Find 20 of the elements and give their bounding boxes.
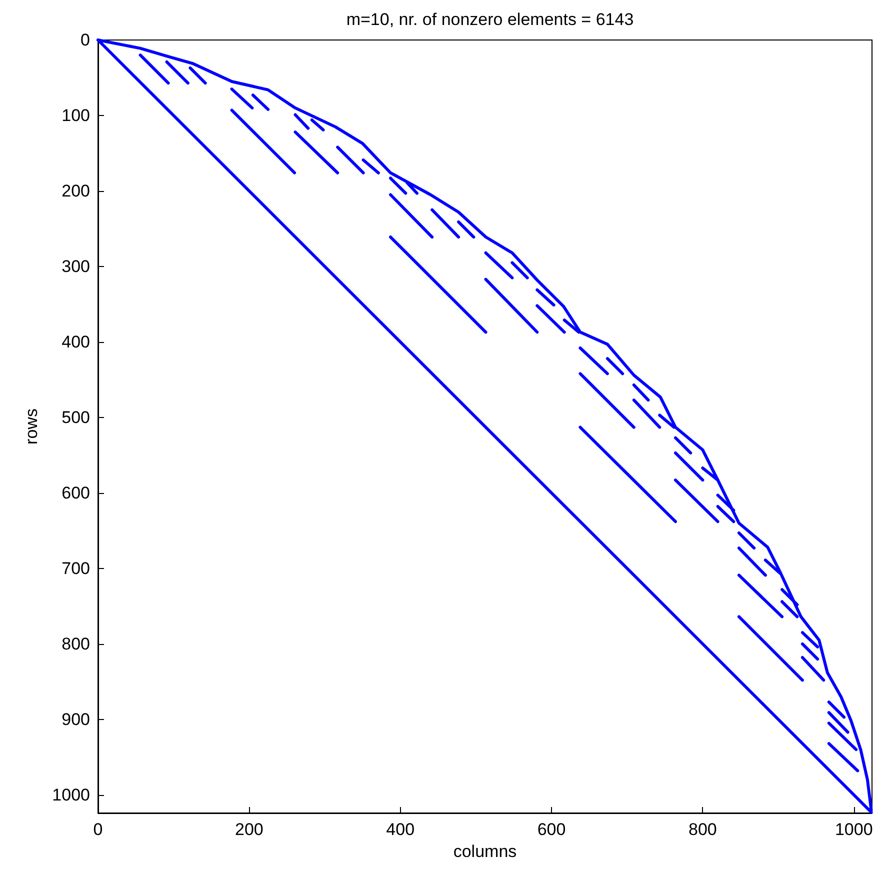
y-tick-label: 600 xyxy=(62,483,90,502)
y-tick-label: 0 xyxy=(80,30,90,50)
x-axis-title: columns xyxy=(453,842,517,861)
x-tick-label: 0 xyxy=(93,820,103,839)
x-tick-label: 600 xyxy=(537,820,566,839)
y-tick-label: 800 xyxy=(62,634,90,654)
y-tick-label: 300 xyxy=(62,256,90,276)
x-tick-label: 400 xyxy=(386,820,415,839)
x-tick-label: 800 xyxy=(688,820,717,839)
y-tick-label: 700 xyxy=(62,558,90,578)
x-tick-label: 200 xyxy=(234,820,264,839)
chart-title: m=10, nr. of nonzero elements = 6143 xyxy=(346,10,634,29)
y-tick-label: 400 xyxy=(62,332,90,352)
y-axis-title: rows xyxy=(22,408,41,444)
y-tick-label: 500 xyxy=(62,408,90,427)
x-tick-label: 1000 xyxy=(834,820,873,839)
y-tick-label: 100 xyxy=(62,106,90,125)
y-tick-label: 200 xyxy=(62,181,90,200)
y-tick-label: 900 xyxy=(62,710,90,729)
y-tick-label: 1000 xyxy=(52,785,90,804)
